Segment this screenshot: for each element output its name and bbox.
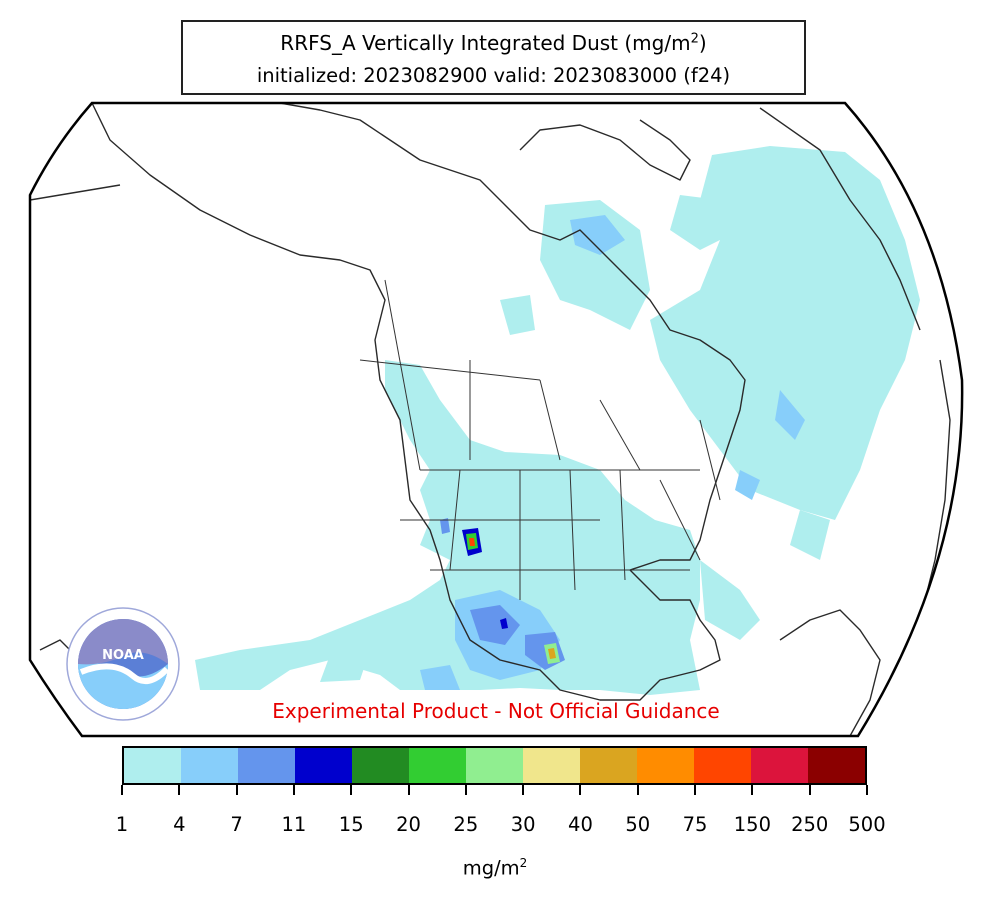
colorbar-segment bbox=[409, 748, 466, 783]
colorbar-tick-label: 40 bbox=[568, 813, 593, 836]
colorbar-units: mg/m2 bbox=[462, 856, 528, 880]
colorbar-segment bbox=[637, 748, 694, 783]
noaa-logo: NOAA bbox=[66, 607, 180, 721]
colorbar-segment bbox=[238, 748, 295, 783]
map-title-box: RRFS_A Vertically Integrated Dust (mg/m2… bbox=[181, 20, 806, 95]
map-title-line2: initialized: 2023082900 valid: 202308300… bbox=[256, 64, 731, 87]
colorbar-ticks: 1 4 7 11 15 20 25 30 40 50 75 150 250 500 bbox=[116, 785, 886, 845]
colorbar-tick-label: 75 bbox=[682, 813, 708, 836]
colorbar-tick-label: 7 bbox=[230, 813, 243, 836]
colorbar-segment bbox=[523, 748, 580, 783]
colorbar-tick-label: 500 bbox=[848, 813, 886, 836]
colorbar-tick-label: 25 bbox=[453, 813, 479, 836]
colorbar-tick-label: 250 bbox=[791, 813, 829, 836]
colorbar-tick-label: 30 bbox=[510, 813, 536, 836]
colorbar bbox=[122, 746, 867, 785]
colorbar-tick-label: 15 bbox=[338, 813, 364, 836]
noaa-logo-text: NOAA bbox=[102, 648, 144, 663]
colorbar-segment bbox=[694, 748, 751, 783]
experimental-notice: Experimental Product - Not Official Guid… bbox=[272, 699, 720, 723]
map-frame bbox=[28, 101, 964, 738]
colorbar-segment bbox=[124, 748, 181, 783]
colorbar-tick-label: 150 bbox=[733, 813, 771, 836]
colorbar-tick-label: 1 bbox=[115, 813, 129, 836]
colorbar-tick-label: 4 bbox=[173, 813, 186, 836]
colorbar-segment bbox=[352, 748, 409, 783]
colorbar-tick-label: 50 bbox=[625, 813, 651, 836]
colorbar-segment bbox=[808, 748, 865, 783]
colorbar-segment bbox=[466, 748, 523, 783]
state-province-borders bbox=[359, 279, 721, 600]
colorbar-tick-label: 20 bbox=[396, 813, 421, 836]
map-title-line1: RRFS_A Vertically Integrated Dust (mg/m2… bbox=[280, 31, 707, 55]
colorbar-tick-label: 11 bbox=[281, 813, 307, 836]
colorbar-segment bbox=[751, 748, 808, 783]
colorbar-segment bbox=[295, 748, 352, 783]
dust-field-high bbox=[440, 518, 565, 670]
colorbar-segment bbox=[181, 748, 238, 783]
colorbar-segment bbox=[580, 748, 637, 783]
